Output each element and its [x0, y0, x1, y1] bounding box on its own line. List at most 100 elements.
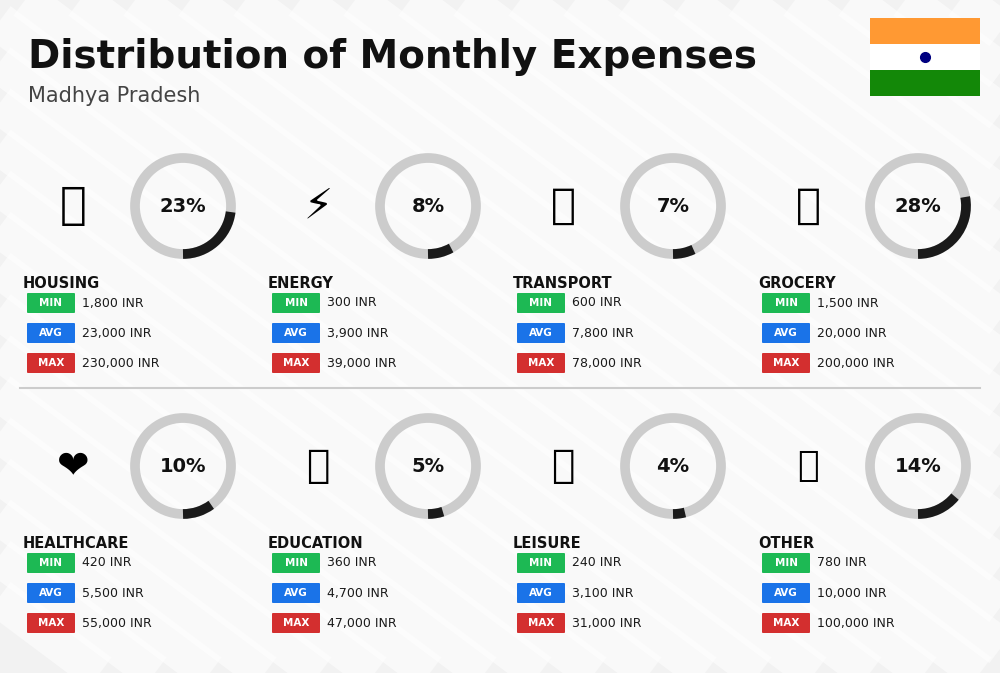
Text: MAX: MAX: [528, 358, 554, 368]
Text: 1,800 INR: 1,800 INR: [82, 297, 144, 310]
FancyBboxPatch shape: [272, 323, 320, 343]
Text: MAX: MAX: [283, 358, 309, 368]
Text: 23%: 23%: [160, 197, 206, 215]
Text: MAX: MAX: [773, 358, 799, 368]
Text: 💰: 💰: [797, 449, 819, 483]
Text: AVG: AVG: [39, 588, 63, 598]
FancyBboxPatch shape: [517, 353, 565, 373]
Text: ⚡: ⚡: [303, 185, 333, 227]
Text: 14%: 14%: [895, 456, 941, 476]
FancyBboxPatch shape: [517, 583, 565, 603]
Text: 4%: 4%: [656, 456, 690, 476]
Text: 230,000 INR: 230,000 INR: [82, 357, 160, 369]
Text: 5%: 5%: [411, 456, 445, 476]
FancyBboxPatch shape: [517, 293, 565, 313]
Text: HOUSING: HOUSING: [23, 276, 100, 291]
Text: MIN: MIN: [774, 298, 798, 308]
FancyBboxPatch shape: [870, 18, 980, 44]
Text: AVG: AVG: [39, 328, 63, 338]
Text: 23,000 INR: 23,000 INR: [82, 326, 152, 339]
Text: EDUCATION: EDUCATION: [268, 536, 364, 551]
Text: MAX: MAX: [528, 618, 554, 628]
Text: Madhya Pradesh: Madhya Pradesh: [28, 86, 200, 106]
Text: ❤: ❤: [57, 447, 89, 485]
FancyBboxPatch shape: [517, 323, 565, 343]
FancyBboxPatch shape: [762, 293, 810, 313]
Text: 200,000 INR: 200,000 INR: [817, 357, 895, 369]
Text: MAX: MAX: [283, 618, 309, 628]
Text: HEALTHCARE: HEALTHCARE: [23, 536, 129, 551]
Text: ENERGY: ENERGY: [268, 276, 334, 291]
Text: AVG: AVG: [774, 588, 798, 598]
Text: GROCERY: GROCERY: [758, 276, 836, 291]
FancyBboxPatch shape: [27, 553, 75, 573]
Text: 39,000 INR: 39,000 INR: [327, 357, 396, 369]
Text: OTHER: OTHER: [758, 536, 814, 551]
Text: MAX: MAX: [773, 618, 799, 628]
Text: 600 INR: 600 INR: [572, 297, 622, 310]
Text: MAX: MAX: [38, 618, 64, 628]
FancyBboxPatch shape: [762, 613, 810, 633]
FancyBboxPatch shape: [272, 583, 320, 603]
Text: MIN: MIN: [285, 558, 308, 568]
Text: AVG: AVG: [284, 328, 308, 338]
FancyBboxPatch shape: [272, 553, 320, 573]
Text: 🚌: 🚌: [550, 185, 576, 227]
Text: 3,900 INR: 3,900 INR: [327, 326, 388, 339]
Text: AVG: AVG: [529, 328, 553, 338]
Text: Distribution of Monthly Expenses: Distribution of Monthly Expenses: [28, 38, 757, 76]
Text: MIN: MIN: [774, 558, 798, 568]
Text: AVG: AVG: [774, 328, 798, 338]
FancyBboxPatch shape: [27, 613, 75, 633]
Text: 4,700 INR: 4,700 INR: [327, 586, 389, 600]
FancyBboxPatch shape: [762, 583, 810, 603]
Text: 78,000 INR: 78,000 INR: [572, 357, 642, 369]
Text: 8%: 8%: [411, 197, 445, 215]
Text: 420 INR: 420 INR: [82, 557, 132, 569]
Text: MIN: MIN: [530, 298, 552, 308]
Text: MIN: MIN: [40, 558, 62, 568]
Text: 5,500 INR: 5,500 INR: [82, 586, 144, 600]
Text: 🎓: 🎓: [306, 447, 330, 485]
Text: 47,000 INR: 47,000 INR: [327, 616, 397, 629]
FancyBboxPatch shape: [272, 293, 320, 313]
Text: 55,000 INR: 55,000 INR: [82, 616, 152, 629]
Text: 780 INR: 780 INR: [817, 557, 867, 569]
Text: 1,500 INR: 1,500 INR: [817, 297, 879, 310]
Text: 28%: 28%: [895, 197, 941, 215]
FancyBboxPatch shape: [517, 613, 565, 633]
FancyBboxPatch shape: [870, 44, 980, 70]
FancyBboxPatch shape: [27, 353, 75, 373]
Text: MIN: MIN: [285, 298, 308, 308]
Text: 🛒: 🛒: [796, 185, 820, 227]
Text: MIN: MIN: [530, 558, 552, 568]
Text: 360 INR: 360 INR: [327, 557, 376, 569]
FancyBboxPatch shape: [27, 293, 75, 313]
Text: 3,100 INR: 3,100 INR: [572, 586, 634, 600]
Text: TRANSPORT: TRANSPORT: [513, 276, 613, 291]
Text: 7,800 INR: 7,800 INR: [572, 326, 634, 339]
FancyBboxPatch shape: [27, 323, 75, 343]
Text: 31,000 INR: 31,000 INR: [572, 616, 642, 629]
FancyBboxPatch shape: [272, 353, 320, 373]
FancyBboxPatch shape: [27, 583, 75, 603]
Text: LEISURE: LEISURE: [513, 536, 582, 551]
FancyBboxPatch shape: [272, 613, 320, 633]
FancyBboxPatch shape: [762, 553, 810, 573]
Text: 300 INR: 300 INR: [327, 297, 377, 310]
Text: 100,000 INR: 100,000 INR: [817, 616, 895, 629]
Text: AVG: AVG: [284, 588, 308, 598]
Text: 10%: 10%: [160, 456, 206, 476]
Text: 20,000 INR: 20,000 INR: [817, 326, 887, 339]
Text: 🛍: 🛍: [551, 447, 575, 485]
FancyBboxPatch shape: [517, 553, 565, 573]
FancyBboxPatch shape: [762, 323, 810, 343]
Text: MAX: MAX: [38, 358, 64, 368]
Text: MIN: MIN: [40, 298, 62, 308]
Text: 7%: 7%: [656, 197, 690, 215]
FancyBboxPatch shape: [870, 70, 980, 96]
Text: AVG: AVG: [529, 588, 553, 598]
Text: 240 INR: 240 INR: [572, 557, 622, 569]
Text: 10,000 INR: 10,000 INR: [817, 586, 887, 600]
Text: 🏢: 🏢: [60, 184, 86, 227]
